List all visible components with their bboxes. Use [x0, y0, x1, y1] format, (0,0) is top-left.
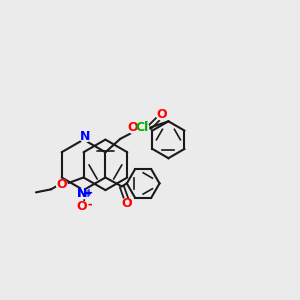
Circle shape [77, 201, 87, 212]
Text: -: - [87, 200, 92, 210]
Circle shape [80, 131, 90, 142]
Text: O: O [128, 122, 138, 134]
Text: +: + [85, 188, 93, 198]
Text: N: N [77, 187, 87, 200]
Text: O: O [121, 197, 131, 210]
Text: N: N [77, 187, 87, 200]
Text: O: O [77, 200, 87, 213]
Circle shape [128, 122, 138, 133]
Circle shape [156, 109, 167, 120]
Circle shape [77, 188, 87, 199]
Text: N: N [80, 130, 90, 143]
Circle shape [121, 199, 132, 209]
Circle shape [136, 121, 148, 134]
Text: Cl: Cl [135, 121, 149, 134]
Text: Cl: Cl [135, 121, 149, 134]
Text: O: O [156, 108, 167, 121]
Text: +: + [84, 189, 92, 199]
Text: O: O [156, 108, 167, 121]
Text: -: - [87, 200, 92, 210]
Text: O: O [77, 200, 87, 213]
Text: O: O [128, 122, 138, 134]
Text: O: O [56, 178, 67, 191]
Circle shape [56, 180, 67, 190]
Text: O: O [56, 178, 67, 191]
Text: O: O [121, 197, 131, 210]
Text: N: N [80, 130, 90, 143]
